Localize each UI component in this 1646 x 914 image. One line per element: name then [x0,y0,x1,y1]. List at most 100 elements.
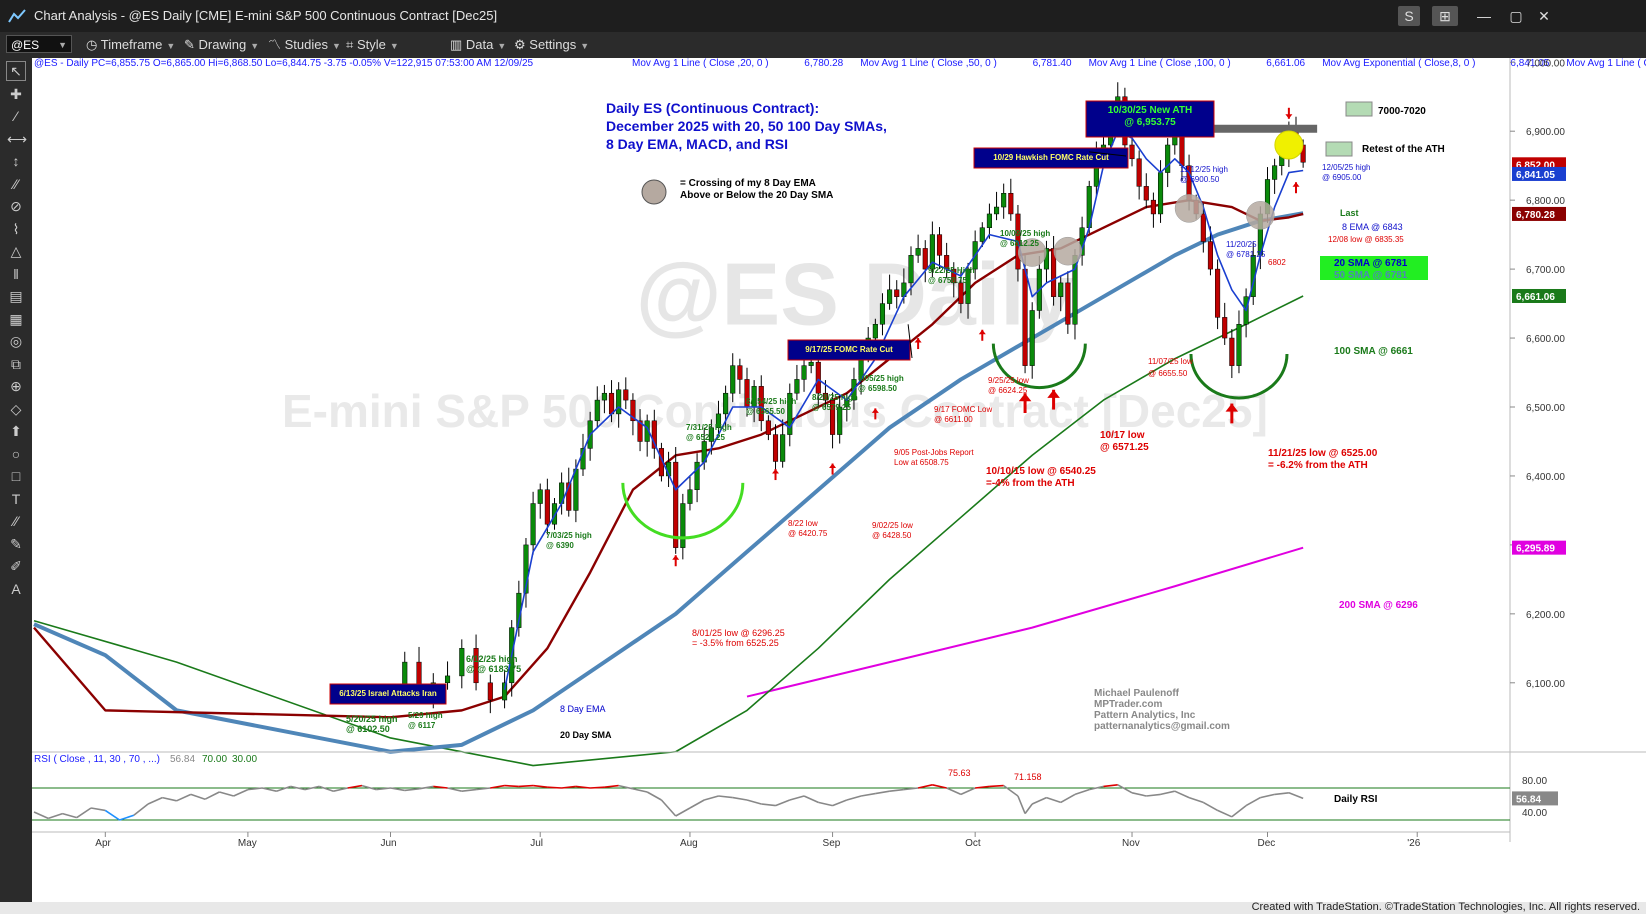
candle-body [929,234,935,270]
rsi-segment [732,796,748,801]
red-up-arrow-head [871,408,879,413]
signature-text: Pattern Analytics, Inc [1094,710,1196,721]
ath-retest-band [1124,124,1318,133]
drawing-tool-icon[interactable]: ↖ [6,61,26,81]
candle-body [801,365,807,380]
drawing-tool-icon[interactable]: ✚ [10,85,22,102]
layout-button[interactable]: ⊞ [1432,6,1458,26]
drawing-tool-icon[interactable]: ⟷ [7,130,28,147]
symbol-value: @ES [11,38,40,52]
rsi-segment [590,786,605,789]
low-1208-label: 12/08 low @ 6835.35 [1328,235,1404,244]
drawing-tool-icon[interactable]: ‖ [13,265,19,282]
candle-body [673,461,679,548]
high-0815-label: @ 6565.50 [746,407,785,416]
window-title: Chart Analysis - @ES Daily [CME] E-mini … [34,8,498,23]
drawing-tool-icon[interactable]: □ [11,468,21,484]
drawing-tool-icon[interactable]: ✎ [10,535,22,552]
drawing-tool-icon[interactable]: ⧉ [11,355,21,372]
rsi-last-badge [1512,791,1558,806]
drawing-tool-icon[interactable]: ◇ [10,400,22,417]
low-1010-label: =-4% from the ATH [986,478,1075,489]
candle-body [958,282,964,304]
drawing-tools-sidebar: ↖ ✚ ⁄ ⟷ ↕ ⁄⁄ ⊘ ⌇ △ ‖ ▤ ▦ ◎ ⧉ ⊕ ◇ ⬆ ○ □ T ⁄⁄ ✎ ✐ A [0,58,32,902]
low-0917-label: @ 6611.00 [934,415,973,424]
drawing-tool-icon[interactable]: ◎ [9,333,23,349]
rsi-segment [789,795,805,801]
candle-body [1150,199,1156,215]
drawing-tool-icon[interactable]: ⊘ [10,198,22,214]
symbol-link-button[interactable]: S [1398,6,1420,26]
candle-body [637,420,643,442]
drawing-tool-icon[interactable]: ▤ [9,288,23,304]
settings-label: Settings [529,37,577,52]
rsi-segment [433,785,448,789]
rsi-segment [162,796,177,802]
low-0801-label: = -3.5% from 6525.25 [692,638,779,648]
drawing-tool-icon[interactable]: ○ [11,445,21,462]
date-tick-label: Dec [1257,838,1275,849]
drawing-tool-icon[interactable]: ▦ [9,310,23,327]
drawing-tool-icon[interactable]: A [11,580,21,597]
high-0828-label: 8/28/25 high [812,393,858,402]
indicator-value: 6,780.28 [804,58,843,69]
high-0703-label: @ 6390 [546,541,574,550]
drawing-tool-icon[interactable]: △ [10,243,22,259]
candle-body [537,489,543,504]
style-menu[interactable]: ⌗ Style ▼ [346,36,399,54]
rsi-segment [276,785,291,792]
chart-background [32,58,1646,902]
studies-menu[interactable]: 〽 Studies ▼ [268,36,341,54]
drawing-tool-icon[interactable]: ⌇ [12,220,20,237]
low-0822-label: @ 6420.75 [788,529,828,538]
rsi-segment [1202,801,1218,812]
rsi-segment [746,799,762,805]
candle-body [965,268,971,304]
maximize-button[interactable]: ▢ [1509,8,1523,24]
drawing-tool-icon[interactable]: ✐ [10,558,22,574]
rsi-segment [376,787,391,791]
signature-text: Michael Paulenoff [1094,688,1180,699]
drawing-tool-icon[interactable]: ↕ [12,153,20,169]
rsi-segment [1089,785,1104,791]
rsi-segment [390,787,405,792]
drawing-tool-icon[interactable]: ⬆ [10,423,22,439]
drawing-tool-icon[interactable]: T [11,490,21,507]
candle-body [530,503,536,546]
close-button[interactable]: ✕ [1538,8,1550,24]
crossing-marker [1174,194,1204,223]
drawing-tool-icon[interactable]: ⁄⁄ [13,513,19,529]
price-badge [1512,540,1566,555]
rsi-segment [875,790,890,795]
candle-body [1143,186,1149,201]
symbol-input[interactable]: @ES ▼ [6,35,72,53]
rsi-segment [247,787,263,791]
candle-body [544,489,550,525]
drawing-tool-icon[interactable]: ⊕ [10,378,22,394]
sma100-line [33,295,1304,767]
drawing-menu[interactable]: ✎ Drawing ▼ [184,36,259,54]
timeframe-menu[interactable]: ◷ Timeframe ▼ [86,36,175,54]
rsi-peak-label: 71.158 [1014,772,1042,782]
chart-title: 8 Day EMA, MACD, and RSI [606,136,788,152]
candle-body [1022,268,1028,366]
price-tick-label: 6,200.00 [1526,610,1565,621]
high-1112-label: 11/12/25 high [1180,165,1228,174]
rsi-segment [318,785,334,792]
high-0520-label: 5/20/25 high [346,714,398,724]
rsi-segment [889,788,904,792]
candle-body [758,386,764,422]
candle-body [551,503,558,525]
candle-body [1157,172,1164,215]
price-tick-label: 6,100.00 [1526,679,1565,690]
date-tick-label: Sep [823,838,841,849]
data-menu[interactable]: ▥ Data ▼ [450,36,506,54]
rsi-segment [447,787,462,792]
indicator-label: Mov Avg Exponential ( Close,8, 0 ) [1322,58,1475,69]
drawing-tool-icon[interactable]: ⁄ [14,108,18,124]
date-tick-label: Aug [680,838,698,849]
settings-menu[interactable]: ⚙ Settings ▼ [514,36,589,54]
minimize-button[interactable]: — [1477,8,1491,24]
drawing-tool-icon[interactable]: ⁄⁄ [13,175,19,192]
